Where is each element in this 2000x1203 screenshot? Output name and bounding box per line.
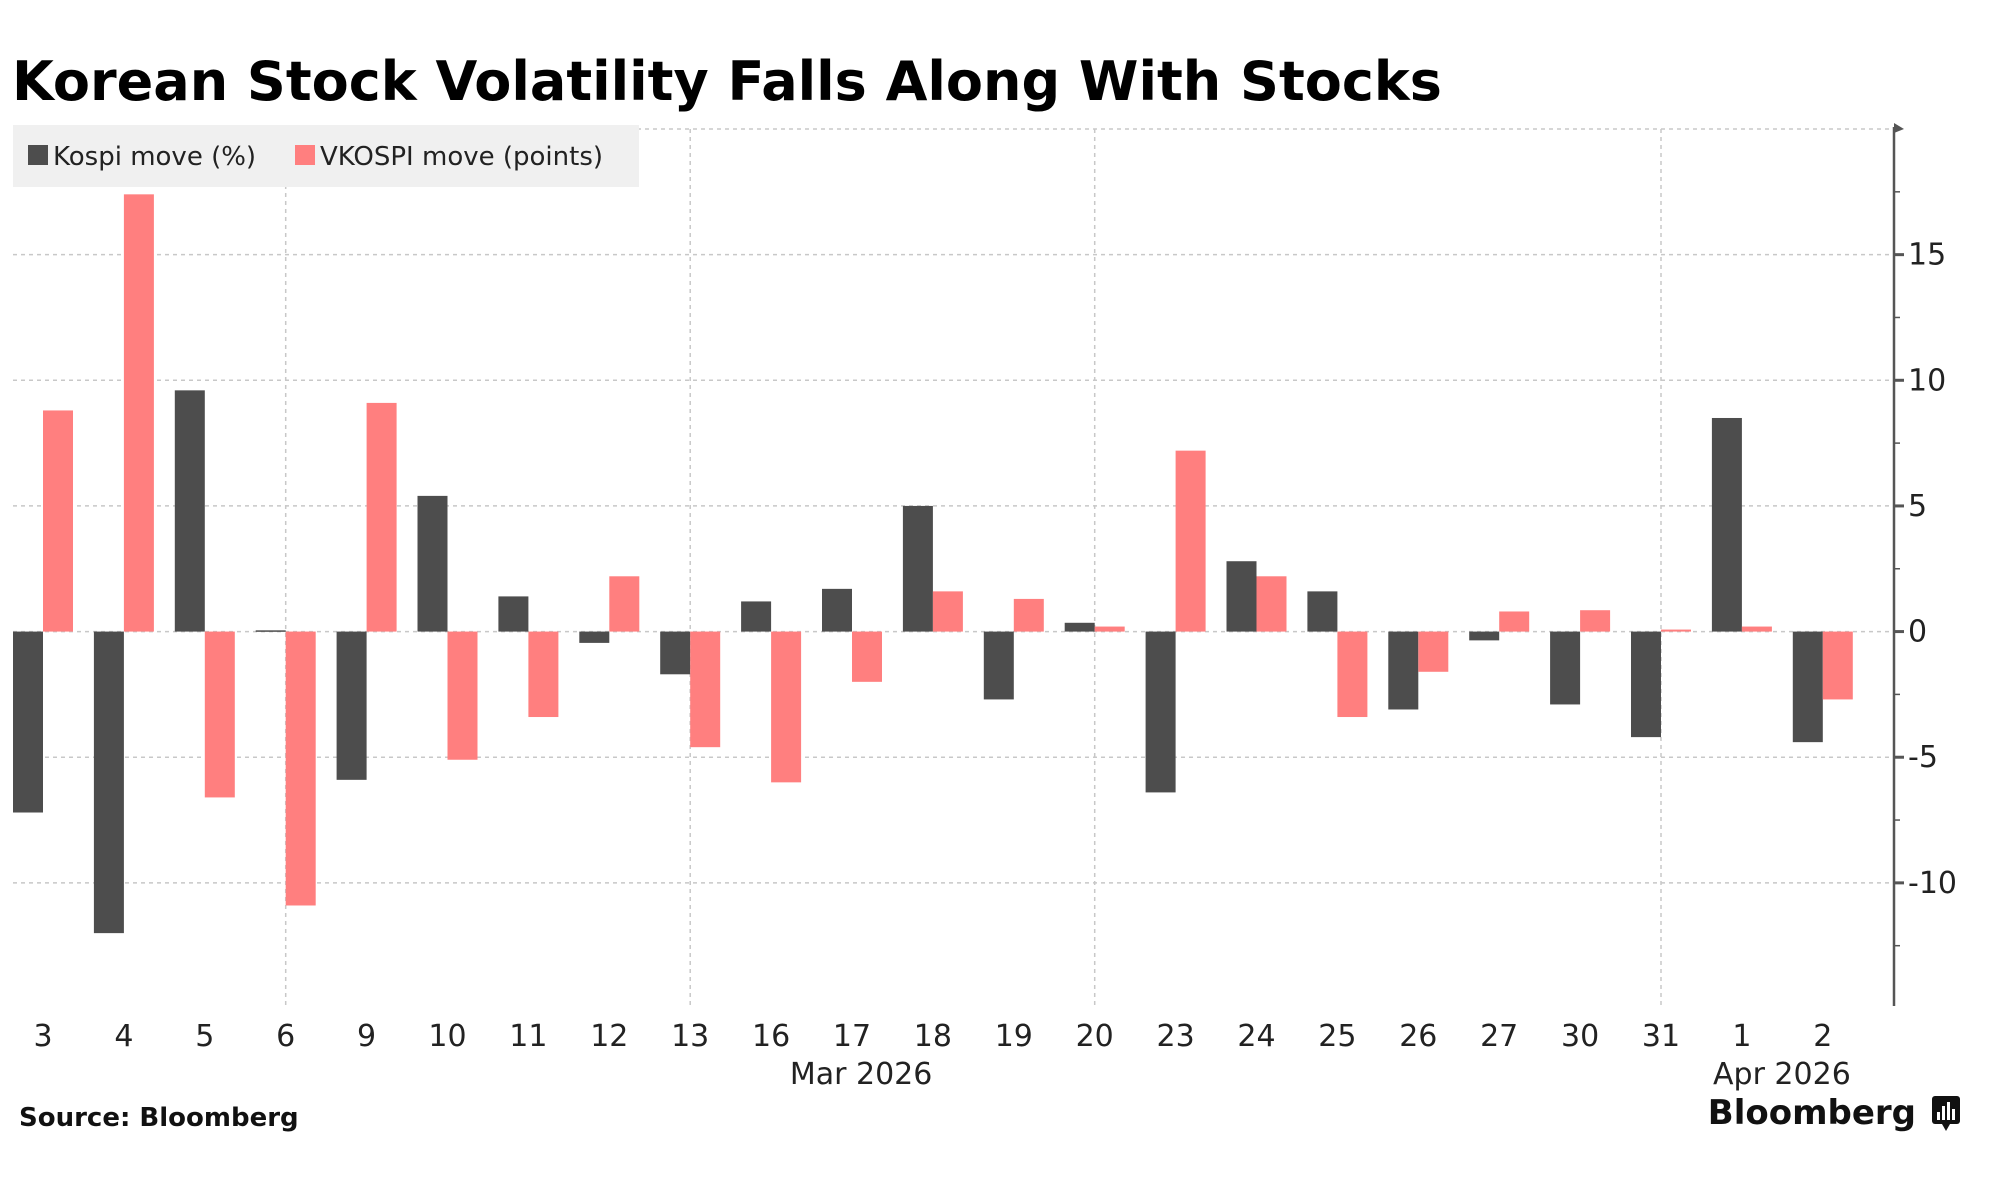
bar-kospi-30 — [1550, 631, 1581, 705]
bar-vkospi-27 — [1499, 611, 1530, 632]
x-tick-label: 6 — [276, 1019, 295, 1054]
y-axis: 15 10 5 0 -5 -10 — [1892, 123, 1957, 1006]
bar-kospi-1 — [1711, 417, 1742, 632]
x-tick-label: 10 — [428, 1019, 466, 1054]
bar-vkospi-1 — [1741, 626, 1772, 632]
bar-kospi-23 — [1145, 631, 1176, 793]
bar-kospi-6 — [255, 630, 286, 632]
bar-kospi-17 — [822, 588, 852, 632]
x-tick-label: 26 — [1399, 1019, 1437, 1054]
x-month-label: Mar 2026 — [790, 1057, 933, 1092]
bar-vkospi-20 — [1094, 626, 1125, 632]
bar-kospi-26 — [1388, 631, 1419, 710]
legend-background — [13, 125, 639, 187]
x-month-label: Apr 2026 — [1713, 1057, 1851, 1092]
bar-kospi-31 — [1631, 631, 1661, 738]
bar-kospi-27 — [1469, 631, 1500, 641]
x-tick-label: 3 — [33, 1019, 52, 1054]
bar-kospi-2 — [1792, 631, 1823, 743]
x-tick-label: 30 — [1561, 1019, 1599, 1054]
bar-kospi-4 — [93, 631, 124, 934]
x-tick-label: 18 — [914, 1019, 952, 1054]
x-tick-label: 9 — [357, 1019, 376, 1054]
y-tick-label: 5 — [1908, 489, 1927, 524]
bar-vkospi-11 — [528, 631, 559, 718]
x-tick-label: 11 — [509, 1019, 547, 1054]
bar-vkospi-12 — [609, 576, 640, 632]
y-axis-arrow — [1894, 123, 1904, 133]
x-axis: 3 4 5 6 9 10 11 12 13 16 17 18 19 20 23 24 25 26 27 30 31 1 2M… — [33, 1019, 1850, 1092]
x-tick-label: 27 — [1480, 1019, 1518, 1054]
legend-label-vkospi: VKOSPI move (points) — [320, 142, 603, 172]
bar-vkospi-17 — [852, 631, 882, 682]
y-tick-label: -10 — [1908, 866, 1957, 901]
x-tick-label: 19 — [995, 1019, 1033, 1054]
bar-kospi-25 — [1307, 591, 1338, 632]
bar-vkospi-6 — [285, 631, 316, 906]
bar-vkospi-13 — [690, 631, 721, 748]
bars — [13, 194, 1853, 934]
legend-swatch-vkospi — [295, 145, 315, 165]
bar-kospi-12 — [579, 631, 610, 643]
x-tick-label: 13 — [671, 1019, 709, 1054]
legend: Kospi move (%) VKOSPI move (points) — [13, 125, 639, 187]
bar-vkospi-18 — [932, 591, 963, 632]
bar-vkospi-19 — [1013, 598, 1044, 632]
legend-label-kospi: Kospi move (%) — [53, 142, 256, 172]
y-tick-label: 10 — [1908, 363, 1946, 398]
x-tick-label: 4 — [114, 1019, 133, 1054]
bar-kospi-5 — [174, 390, 205, 632]
source-note: Source: Bloomberg — [19, 1103, 299, 1133]
bar-vkospi-24 — [1256, 576, 1287, 632]
bar-vkospi-10 — [447, 631, 478, 760]
bar-vkospi-23 — [1175, 450, 1206, 632]
bar-vkospi-31 — [1661, 629, 1691, 632]
bar-vkospi-3 — [43, 410, 73, 632]
y-tick-label: 15 — [1908, 238, 1946, 273]
bar-vkospi-25 — [1337, 631, 1368, 718]
x-tick-label: 5 — [195, 1019, 214, 1054]
bar-kospi-13 — [660, 631, 691, 675]
bar-vkospi-4 — [123, 194, 154, 632]
bar-kospi-20 — [1064, 622, 1095, 632]
bar-kospi-11 — [498, 596, 529, 632]
bar-kospi-3 — [13, 631, 43, 813]
x-tick-label: 23 — [1157, 1019, 1195, 1054]
bar-kospi-16 — [741, 601, 772, 632]
bar-vkospi-26 — [1418, 631, 1449, 672]
bloomberg-chart-icon — [1932, 1096, 1960, 1131]
chart-title: Korean Stock Volatility Falls Along With… — [12, 50, 1442, 113]
bar-kospi-18 — [902, 505, 933, 632]
x-tick-label: 1 — [1732, 1019, 1751, 1054]
bar-vkospi-30 — [1580, 610, 1611, 632]
x-tick-label: 16 — [752, 1019, 790, 1054]
x-tick-label: 24 — [1237, 1019, 1275, 1054]
bar-vkospi-2 — [1822, 631, 1853, 700]
bar-kospi-9 — [336, 631, 367, 780]
bar-vkospi-16 — [771, 631, 802, 783]
y-tick-label: -5 — [1908, 740, 1938, 775]
bar-kospi-19 — [983, 631, 1014, 700]
x-tick-label: 31 — [1642, 1019, 1680, 1054]
bar-vkospi-9 — [366, 402, 397, 632]
x-tick-label: 25 — [1318, 1019, 1356, 1054]
bar-kospi-10 — [417, 495, 448, 632]
bar-kospi-24 — [1226, 561, 1257, 632]
x-tick-label: 12 — [590, 1019, 628, 1054]
legend-swatch-kospi — [28, 145, 48, 165]
y-tick-label: 0 — [1908, 615, 1927, 650]
bar-vkospi-5 — [204, 631, 235, 798]
brand-wordmark: Bloomberg — [1708, 1093, 1916, 1133]
x-tick-label: 2 — [1813, 1019, 1832, 1054]
x-tick-label: 17 — [833, 1019, 871, 1054]
x-tick-label: 20 — [1076, 1019, 1114, 1054]
